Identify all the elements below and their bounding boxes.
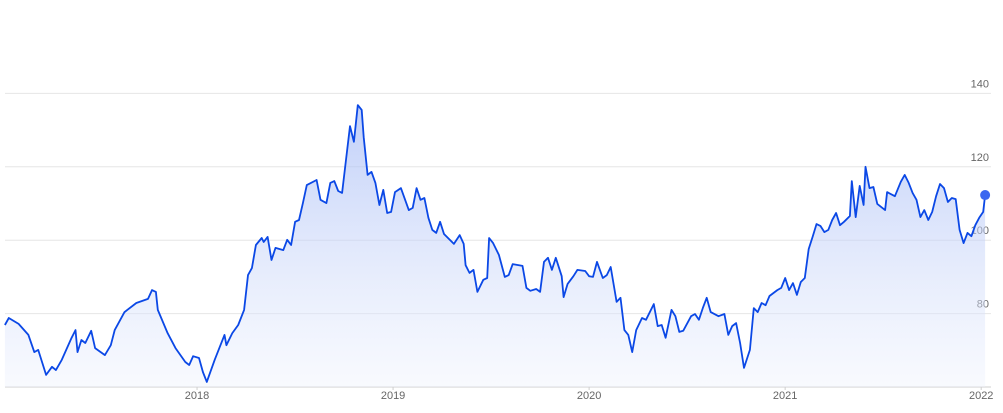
x-tick-label: 2021 bbox=[773, 390, 797, 402]
area bbox=[4, 105, 986, 387]
x-tick-label: 2018 bbox=[185, 390, 209, 402]
x-tick-label: 2022 bbox=[969, 390, 993, 402]
y-tick-label: 120 bbox=[971, 152, 989, 164]
x-tick-label: 2019 bbox=[381, 390, 405, 402]
price-line bbox=[4, 104, 986, 383]
last-point bbox=[980, 190, 991, 201]
x-tick-label: 2020 bbox=[577, 390, 601, 402]
y-tick-label: 140 bbox=[971, 78, 989, 90]
